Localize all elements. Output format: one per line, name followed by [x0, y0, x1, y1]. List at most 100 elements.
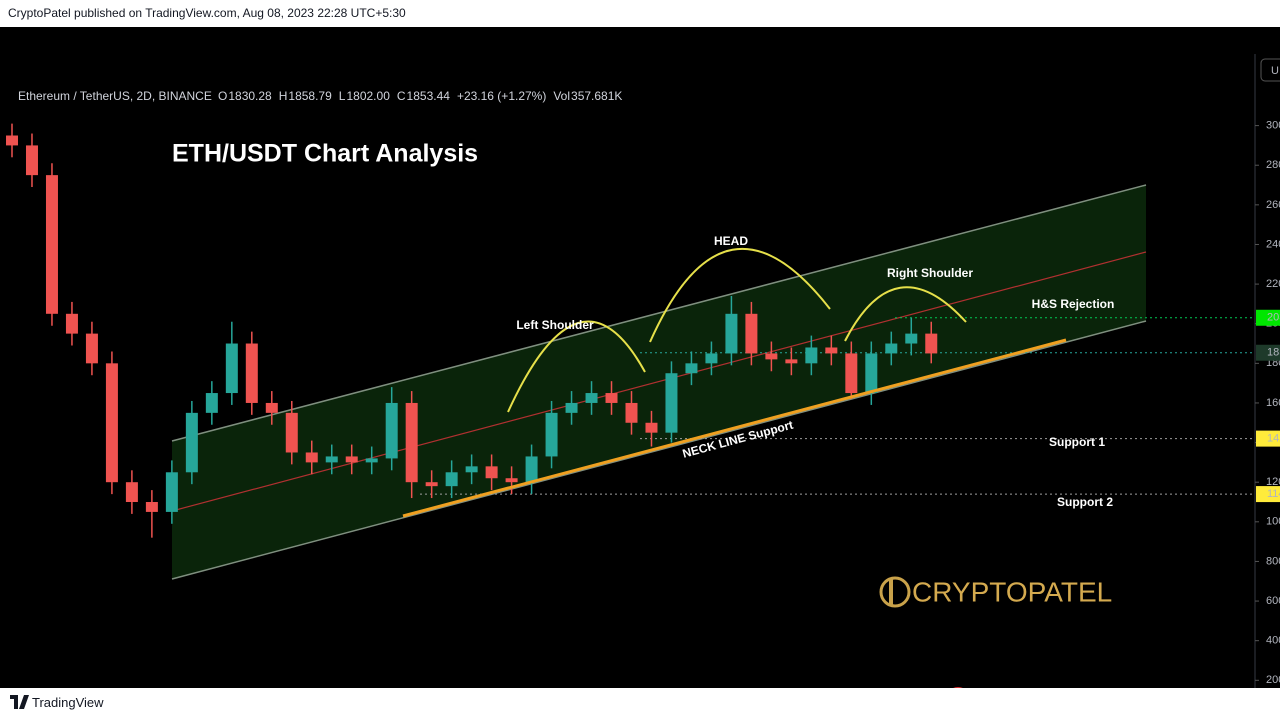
- level-badge: [1256, 309, 1280, 326]
- candle-body: [905, 333, 918, 344]
- candle-body: [845, 353, 858, 394]
- publish-bar: CryptoPatel published on TradingView.com…: [0, 0, 1280, 27]
- candle-body: [25, 145, 38, 176]
- footer: TradingView: [0, 688, 1280, 720]
- candle-body: [305, 452, 318, 463]
- y-tick-label: 600: [1266, 595, 1280, 607]
- candle-body: [465, 466, 478, 473]
- channel-mid: [171, 251, 1147, 512]
- candle-body: [445, 472, 458, 487]
- annotation: H&S Rejection: [1032, 297, 1115, 311]
- right-shoulder-arc: [844, 286, 967, 342]
- brand: TradingView: [32, 695, 104, 710]
- candle-body: [425, 482, 438, 487]
- logo: CRYPTOPATEL: [879, 576, 1112, 608]
- y-tick-label: 2400: [1266, 238, 1280, 250]
- annotation: Right Shoulder: [887, 266, 973, 280]
- legend-text: 357.681K: [571, 89, 622, 103]
- candle-body: [365, 458, 378, 463]
- candle-body: [385, 402, 398, 459]
- candle-body: [225, 343, 238, 394]
- candle-body: [205, 393, 218, 413]
- channel-upper: [171, 184, 1147, 442]
- price-axis: [1255, 54, 1280, 688]
- candle-body: [545, 412, 558, 457]
- candle-body: [725, 313, 738, 354]
- candle-body: [265, 402, 278, 413]
- logo-icon: [889, 578, 893, 606]
- neckline: [402, 338, 1067, 518]
- logo-text: CRYPTOPATEL: [912, 576, 1112, 607]
- candle-body: [685, 363, 698, 374]
- candle-body: [185, 412, 198, 473]
- candle-body: [585, 393, 598, 403]
- candle-body: [565, 402, 578, 413]
- legend-text: +23.16 (+1.27%): [457, 89, 546, 103]
- level-badge: [1256, 344, 1280, 361]
- legend-text: 1853.44: [407, 89, 451, 103]
- y-tick-label: 400: [1266, 635, 1280, 647]
- y-tick-label: 1600: [1266, 397, 1280, 409]
- level-label: 2030: [1267, 312, 1280, 324]
- candle-body: [745, 313, 758, 354]
- publish-text: CryptoPatel published on TradingView.com…: [8, 6, 406, 20]
- y-tick-label: 1000: [1266, 516, 1280, 528]
- legend-text: L: [339, 89, 346, 103]
- annotation: HEAD: [714, 234, 748, 248]
- candle-body: [785, 359, 798, 364]
- chart-title: ETH/USDT Chart Analysis: [172, 140, 478, 168]
- y-tick-label: 2600: [1266, 199, 1280, 211]
- symbol: Ethereum / TetherUS, 2D, BINANCE: [18, 89, 212, 103]
- candle-body: [65, 313, 78, 334]
- legend-text: 1830.28: [228, 89, 272, 103]
- candle-body: [885, 343, 898, 354]
- candle-body: [665, 373, 678, 433]
- y-tick-label: 2800: [1266, 159, 1280, 171]
- candle-body: [6, 135, 18, 146]
- candle-body: [485, 466, 498, 479]
- candle-body: [925, 333, 938, 354]
- y-tick-label: 800: [1266, 555, 1280, 567]
- annotation: Support 2: [1057, 495, 1113, 509]
- candle-body: [165, 472, 178, 512]
- candle-body: [805, 347, 818, 364]
- chart-stage: ETH/USDT Chart Analysis HEAD Left Should…: [0, 27, 1280, 688]
- chart: ETH/USDT Chart Analysis HEAD Left Should…: [6, 54, 1280, 688]
- y-tick-label: 1200: [1266, 476, 1280, 488]
- candle-body: [605, 393, 618, 403]
- candle-body: [645, 422, 658, 433]
- legend-text: 1802.00: [346, 89, 390, 103]
- toolbar-button[interactable]: [1260, 58, 1280, 82]
- candle-body: [245, 343, 258, 403]
- level-badge: [1256, 486, 1280, 503]
- head-arc: [649, 247, 831, 343]
- candle-body: [285, 412, 298, 453]
- candle-body: [85, 333, 98, 364]
- candle-body: [505, 478, 518, 483]
- brand-icon: [10, 695, 29, 709]
- candle-body: [45, 175, 58, 314]
- candle-body: [865, 353, 878, 394]
- candle-body: [125, 482, 138, 503]
- legend-text: C: [397, 89, 406, 103]
- level-label: 1140: [1267, 488, 1280, 500]
- y-tick-label: 200: [1266, 674, 1280, 686]
- annotation: Support 1: [1049, 435, 1105, 449]
- legend-text: O: [218, 89, 227, 103]
- candle-body: [345, 456, 358, 463]
- legend-text: Vol: [553, 89, 570, 103]
- left-shoulder-arc: [507, 320, 646, 413]
- annotation: Left Shoulder: [516, 318, 594, 332]
- legend-text: H: [279, 89, 288, 103]
- candle-body: [105, 363, 118, 483]
- y-tick-label: 3000: [1266, 120, 1280, 132]
- candle-body: [405, 402, 418, 483]
- level-badge: [1256, 430, 1280, 447]
- toolbar-button-text[interactable]: U: [1271, 65, 1279, 77]
- y-tick-label: 2200: [1266, 278, 1280, 290]
- candle-body: [525, 456, 538, 483]
- legend-text: 1858.79: [288, 89, 332, 103]
- channel-lower: [171, 320, 1147, 580]
- candle-body: [705, 353, 718, 364]
